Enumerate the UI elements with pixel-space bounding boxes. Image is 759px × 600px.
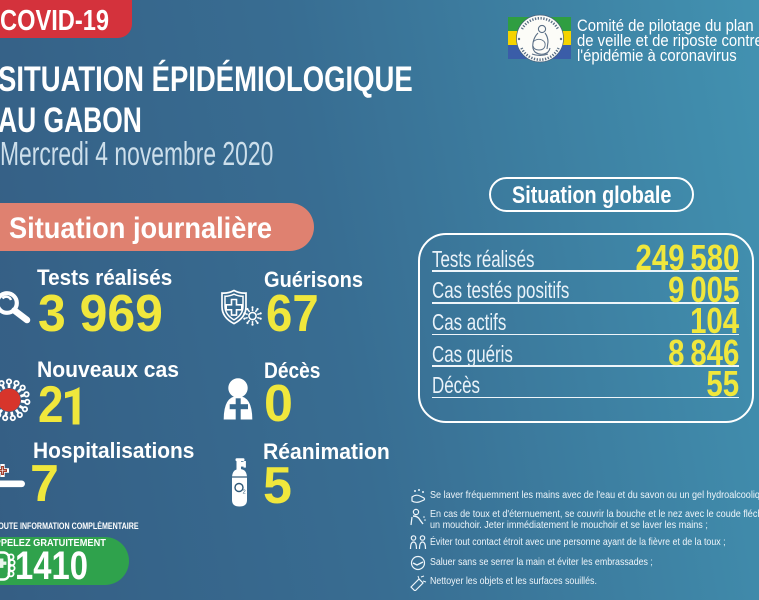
- svg-text:2: 2: [243, 490, 246, 496]
